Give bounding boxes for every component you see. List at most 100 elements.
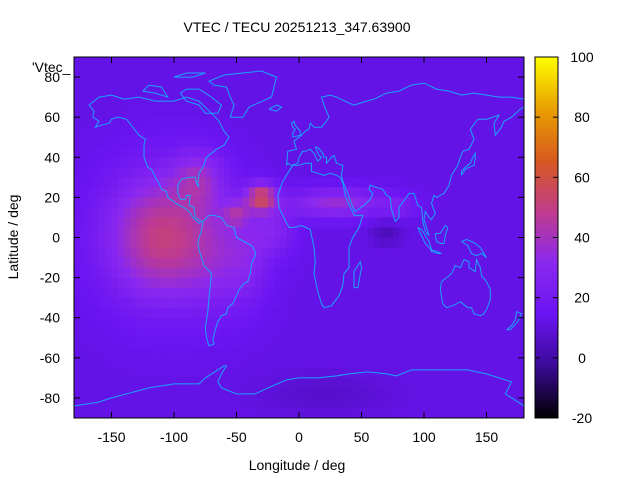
heatmap-cell [367,367,375,379]
heatmap-cell [492,387,500,399]
heatmap-cell [449,247,456,259]
heatmap-cell [461,267,469,279]
heatmap-cell [467,207,475,219]
heatmap-cell [355,357,363,369]
heatmap-cell [355,127,363,138]
heatmap-cell [311,367,319,379]
heatmap-cell [405,277,413,289]
heatmap-cell [224,167,231,178]
heatmap-cell [380,277,388,289]
heatmap-cell [355,237,363,249]
heatmap-cell [117,307,125,319]
heatmap-cell [305,217,313,229]
heatmap-cell [236,277,244,289]
heatmap-cell [449,347,456,359]
heatmap-cell [155,407,163,418]
heatmap-cell [130,207,138,219]
heatmap-cell [424,407,431,418]
heatmap-cell [336,317,344,329]
heatmap-cell [280,217,288,229]
heatmap-cell [311,377,319,389]
heatmap-cell [99,57,106,68]
heatmap-cell [111,277,119,289]
heatmap-cell [499,147,506,158]
heatmap-cell [86,127,94,138]
heatmap-cell [286,187,294,198]
heatmap-cell [311,67,319,78]
heatmap-cell [224,327,231,339]
heatmap-cell [442,257,450,269]
heatmap-cell [367,357,375,369]
heatmap-cell [380,97,388,108]
heatmap-cell [274,97,281,108]
heatmap-cell [424,317,431,329]
heatmap-cell [249,247,256,259]
heatmap-cell [492,77,500,88]
heatmap-cell [280,57,288,68]
heatmap-cell [167,137,175,148]
heatmap-cell [342,107,350,118]
heatmap-cell [155,197,163,209]
heatmap-cell [367,67,375,78]
heatmap-cell [324,377,331,389]
heatmap-cell [255,377,263,389]
heatmap-cell [461,157,469,168]
heatmap-cell [105,317,113,329]
heatmap-cell [405,237,413,249]
heatmap-cell [349,347,356,359]
heatmap-cell [242,57,250,68]
heatmap-cell [192,117,200,128]
heatmap-cell [380,167,388,178]
heatmap-cell [249,167,256,178]
heatmap-cell [205,217,213,229]
heatmap-cell [136,197,144,209]
heatmap-cell [299,97,306,108]
heatmap-cell [267,377,275,389]
heatmap-cell [499,207,506,219]
heatmap-cell [505,267,513,279]
heatmap-cell [311,237,319,249]
heatmap-cell [236,247,244,259]
heatmap-cell [205,317,213,329]
heatmap-cell [142,217,150,229]
heatmap-cell [392,87,400,98]
heatmap-cell [342,407,350,418]
heatmap-cell [342,187,350,198]
heatmap-cell [230,87,238,98]
heatmap-cell [386,227,394,239]
heatmap-cell [449,227,456,239]
heatmap-cell [324,97,331,108]
heatmap-cell [455,347,463,359]
heatmap-cell [461,107,469,118]
heatmap-cell [142,277,150,289]
heatmap-cell [80,177,88,188]
heatmap-cell [361,177,369,188]
heatmap-cell [505,327,513,339]
heatmap-cell [342,367,350,379]
heatmap-cell [92,77,100,88]
heatmap-cell [292,277,300,289]
heatmap-cell [349,67,356,78]
heatmap-cell [192,337,200,349]
heatmap-cell [330,287,338,299]
heatmap-cell [342,147,350,158]
heatmap-cell [161,127,169,138]
heatmap-cell [242,197,250,209]
heatmap-cell [455,77,463,88]
heatmap-cell [430,237,438,249]
heatmap-cell [486,107,494,118]
heatmap-cell [174,167,181,178]
heatmap-cell [180,197,188,209]
heatmap-cell [92,207,100,219]
heatmap-cell [474,237,481,249]
heatmap-cell [480,227,488,239]
heatmap-cell [155,237,163,249]
heatmap-cell [405,327,413,339]
heatmap-cell [174,307,181,319]
heatmap-cell [480,217,488,229]
heatmap-cell [224,407,231,418]
heatmap-cell [111,67,119,78]
heatmap-cell [292,187,300,198]
heatmap-cell [124,377,131,389]
heatmap-cell [330,367,338,379]
